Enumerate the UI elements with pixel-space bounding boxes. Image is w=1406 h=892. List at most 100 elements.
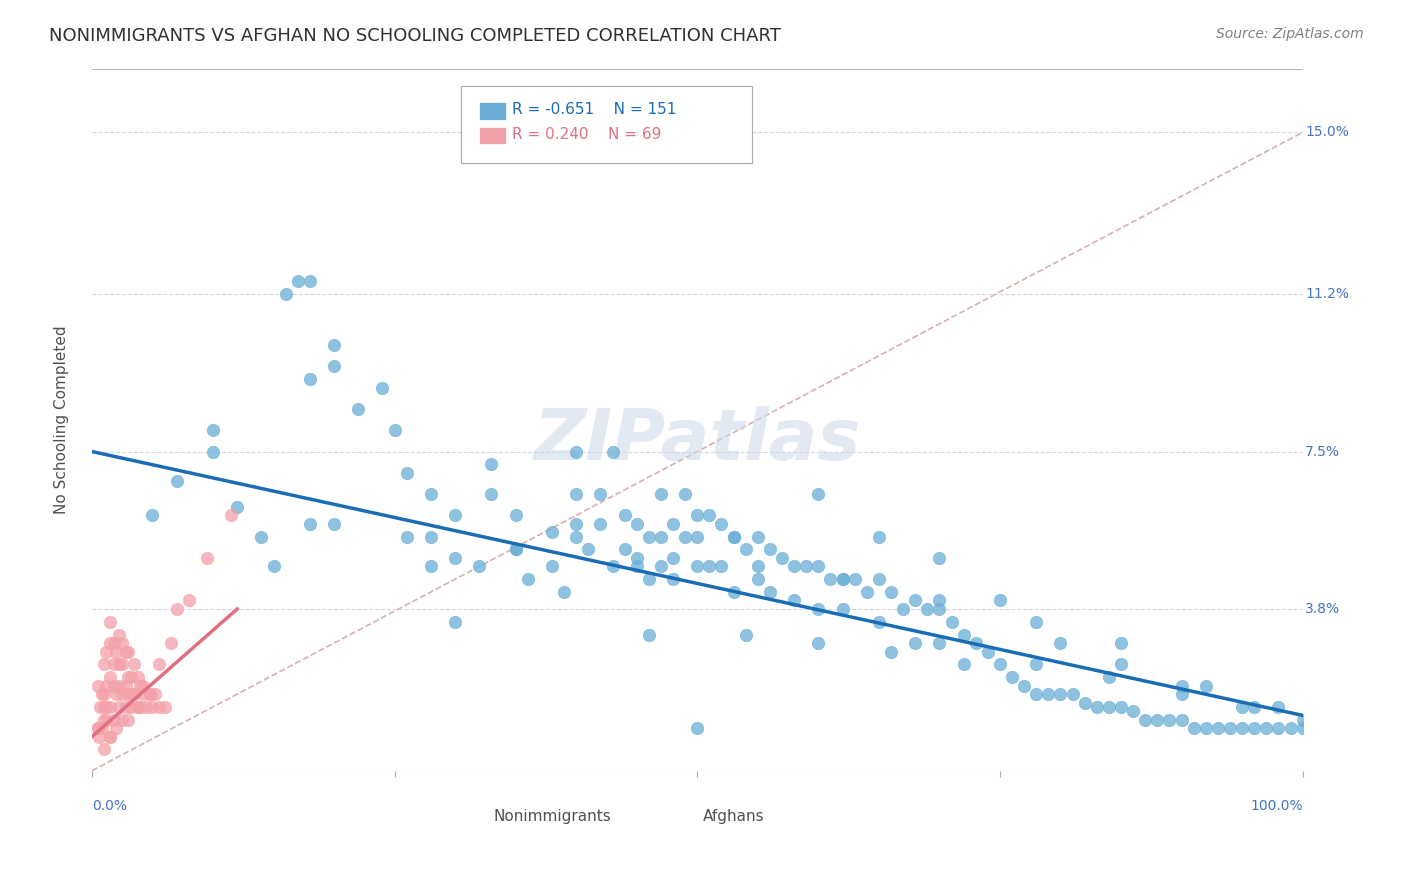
Point <box>868 572 890 586</box>
Point <box>323 359 346 374</box>
Point <box>1195 679 1218 693</box>
Point <box>880 585 903 599</box>
Point <box>111 687 134 701</box>
Point <box>103 657 125 672</box>
Point <box>93 713 115 727</box>
Point <box>686 721 709 735</box>
Point <box>87 679 110 693</box>
Point <box>159 636 181 650</box>
FancyBboxPatch shape <box>461 86 752 163</box>
Point <box>541 559 564 574</box>
Point <box>626 516 648 531</box>
Point <box>481 458 503 472</box>
Point <box>87 721 110 735</box>
Point <box>516 572 538 586</box>
Point <box>98 699 121 714</box>
Point <box>576 542 599 557</box>
Point <box>141 508 163 523</box>
Point <box>1267 699 1289 714</box>
Point <box>602 444 624 458</box>
Point <box>96 644 118 658</box>
Point <box>93 742 115 756</box>
Point <box>1256 721 1278 735</box>
Point <box>98 615 121 629</box>
Point <box>952 627 974 641</box>
Point <box>1049 636 1071 650</box>
Point <box>1135 713 1157 727</box>
Point <box>323 516 346 531</box>
Point <box>1025 687 1047 701</box>
Point <box>384 423 406 437</box>
Point <box>650 530 672 544</box>
Point <box>139 687 162 701</box>
Point <box>831 572 853 586</box>
Point <box>1182 721 1205 735</box>
Point <box>107 627 129 641</box>
Point <box>505 508 527 523</box>
Point <box>117 713 139 727</box>
Point <box>105 687 128 701</box>
Point <box>783 559 806 574</box>
Point <box>117 687 139 701</box>
Point <box>121 687 143 701</box>
Point <box>263 559 285 574</box>
Point <box>710 516 733 531</box>
Point <box>148 699 170 714</box>
Point <box>132 687 155 701</box>
Point <box>298 516 321 531</box>
Point <box>662 516 685 531</box>
Point <box>93 699 115 714</box>
Point <box>637 572 659 586</box>
Point <box>107 657 129 672</box>
Point <box>917 602 939 616</box>
Point <box>759 542 782 557</box>
Point <box>177 593 200 607</box>
Point <box>965 636 987 650</box>
Point <box>637 530 659 544</box>
Point <box>1170 713 1192 727</box>
Point <box>565 444 588 458</box>
Point <box>90 721 112 735</box>
Point <box>287 274 309 288</box>
Point <box>807 487 830 501</box>
Text: R = 0.240    N = 69: R = 0.240 N = 69 <box>512 127 661 142</box>
Point <box>93 657 115 672</box>
Point <box>93 687 115 701</box>
Point <box>686 508 709 523</box>
Point <box>444 615 467 629</box>
Point <box>505 542 527 557</box>
Point <box>87 721 110 735</box>
Point <box>855 585 877 599</box>
Point <box>1243 721 1265 735</box>
Point <box>650 559 672 574</box>
Point <box>105 644 128 658</box>
Point <box>127 699 149 714</box>
Point <box>1206 721 1229 735</box>
Text: 100.0%: 100.0% <box>1250 799 1302 813</box>
Point <box>219 508 242 523</box>
Point <box>132 679 155 693</box>
Point <box>1159 713 1181 727</box>
Point <box>111 657 134 672</box>
Point <box>1062 687 1084 701</box>
Point <box>153 699 176 714</box>
Point <box>977 644 1000 658</box>
Point <box>195 550 218 565</box>
Point <box>844 572 866 586</box>
Point <box>686 559 709 574</box>
Point <box>1098 670 1121 684</box>
FancyBboxPatch shape <box>661 803 688 819</box>
Point <box>1109 657 1132 672</box>
Point <box>759 585 782 599</box>
Point <box>201 423 224 437</box>
Point <box>1170 687 1192 701</box>
Point <box>114 679 136 693</box>
Point <box>114 699 136 714</box>
FancyBboxPatch shape <box>477 803 503 819</box>
FancyBboxPatch shape <box>479 127 506 145</box>
Point <box>98 670 121 684</box>
Point <box>880 644 903 658</box>
Point <box>1085 699 1108 714</box>
Point <box>107 699 129 714</box>
FancyBboxPatch shape <box>479 103 506 120</box>
